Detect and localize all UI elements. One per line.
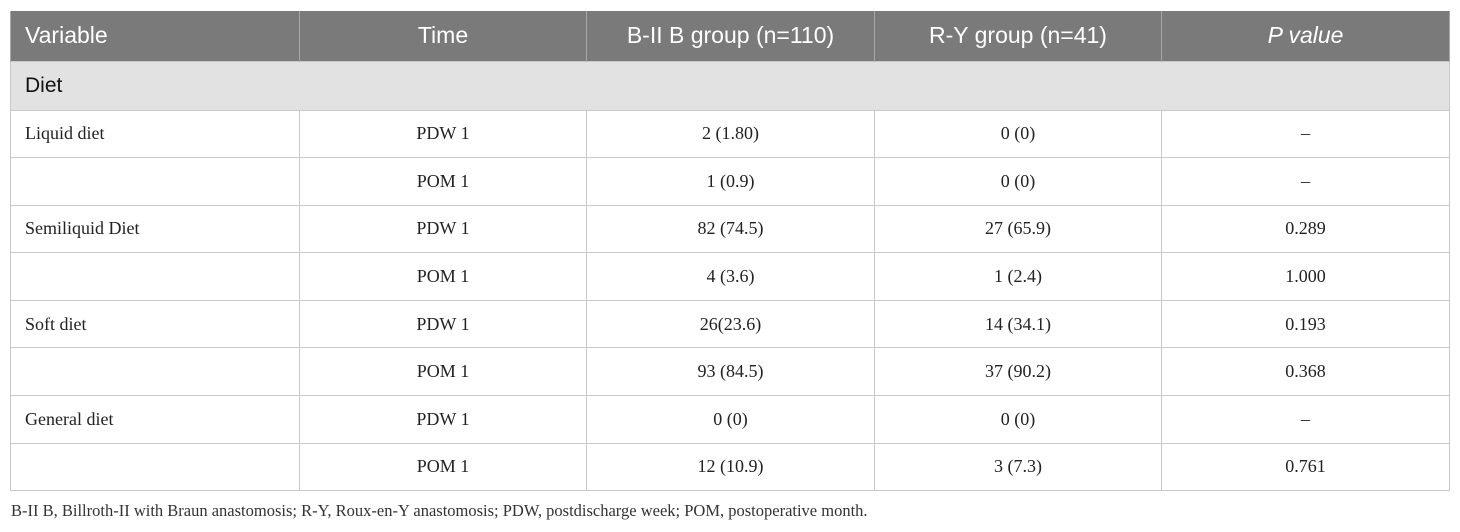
cell-p-value: 0.289 [1161, 204, 1450, 254]
cell-time: POM 1 [299, 347, 587, 397]
cell-ry: 3 (7.3) [874, 442, 1162, 492]
cell-ry: 27 (65.9) [874, 204, 1162, 254]
cell-variable: Liquid diet [10, 109, 300, 159]
cell-p-value: – [1161, 157, 1450, 206]
cell-bii-b: 82 (74.5) [586, 204, 875, 254]
cell-ry: 14 (34.1) [874, 299, 1162, 349]
cell-time: PDW 1 [299, 395, 587, 444]
cell-ry: 0 (0) [874, 157, 1162, 206]
header-row: Variable Time B-II B group (n=110) R-Y g… [10, 11, 1450, 61]
cell-p-value: – [1161, 395, 1450, 444]
cell-bii-b: 2 (1.80) [586, 109, 875, 159]
cell-variable: Semiliquid Diet [10, 204, 300, 254]
cell-bii-b: 26(23.6) [586, 299, 875, 349]
table-row: POM 1 93 (84.5) 37 (90.2) 0.368 [10, 347, 1450, 397]
cell-p-value: 0.761 [1161, 442, 1450, 492]
cell-variable [10, 442, 300, 492]
cell-time: POM 1 [299, 157, 587, 206]
cell-time: PDW 1 [299, 204, 587, 254]
table-row: POM 1 12 (10.9) 3 (7.3) 0.761 [10, 442, 1450, 492]
cell-p-value: 0.193 [1161, 299, 1450, 349]
cell-time: PDW 1 [299, 109, 587, 159]
table-row: General diet PDW 1 0 (0) 0 (0) – [10, 395, 1450, 444]
cell-bii-b: 12 (10.9) [586, 442, 875, 492]
cell-p-value: 0.368 [1161, 347, 1450, 397]
cell-time: PDW 1 [299, 299, 587, 349]
header-variable: Variable [10, 11, 300, 61]
table-row: Liquid diet PDW 1 2 (1.80) 0 (0) – [10, 109, 1450, 159]
cell-ry: 37 (90.2) [874, 347, 1162, 397]
cell-bii-b: 1 (0.9) [586, 157, 875, 206]
table-row: POM 1 4 (3.6) 1 (2.4) 1.000 [10, 252, 1450, 301]
cell-bii-b: 0 (0) [586, 395, 875, 444]
header-p-value: P value [1161, 11, 1450, 61]
table-footnote: B-II B, Billroth-II with Braun anastomos… [11, 501, 868, 520]
cell-variable [10, 347, 300, 397]
table-row: POM 1 1 (0.9) 0 (0) – [10, 157, 1450, 206]
cell-variable [10, 157, 300, 206]
cell-variable: Soft diet [10, 299, 300, 349]
cell-ry: 0 (0) [874, 395, 1162, 444]
cell-variable: General diet [10, 395, 300, 444]
diet-table: Variable Time B-II B group (n=110) R-Y g… [10, 11, 1450, 492]
cell-bii-b: 93 (84.5) [586, 347, 875, 397]
cell-bii-b: 4 (3.6) [586, 252, 875, 301]
header-time: Time [299, 11, 587, 61]
data-table-container: Variable Time B-II B group (n=110) R-Y g… [10, 11, 1450, 492]
header-bii-b-group: B-II B group (n=110) [586, 11, 875, 61]
cell-p-value: 1.000 [1161, 252, 1450, 301]
section-label: Diet [10, 60, 1450, 111]
cell-time: POM 1 [299, 442, 587, 492]
header-ry-group: R-Y group (n=41) [874, 11, 1162, 61]
cell-p-value: – [1161, 109, 1450, 159]
table-row: Semiliquid Diet PDW 1 82 (74.5) 27 (65.9… [10, 204, 1450, 254]
cell-variable [10, 252, 300, 301]
cell-ry: 1 (2.4) [874, 252, 1162, 301]
table-row: Soft diet PDW 1 26(23.6) 14 (34.1) 0.193 [10, 299, 1450, 349]
cell-ry: 0 (0) [874, 109, 1162, 159]
cell-time: POM 1 [299, 252, 587, 301]
section-row-diet: Diet [10, 60, 1450, 111]
